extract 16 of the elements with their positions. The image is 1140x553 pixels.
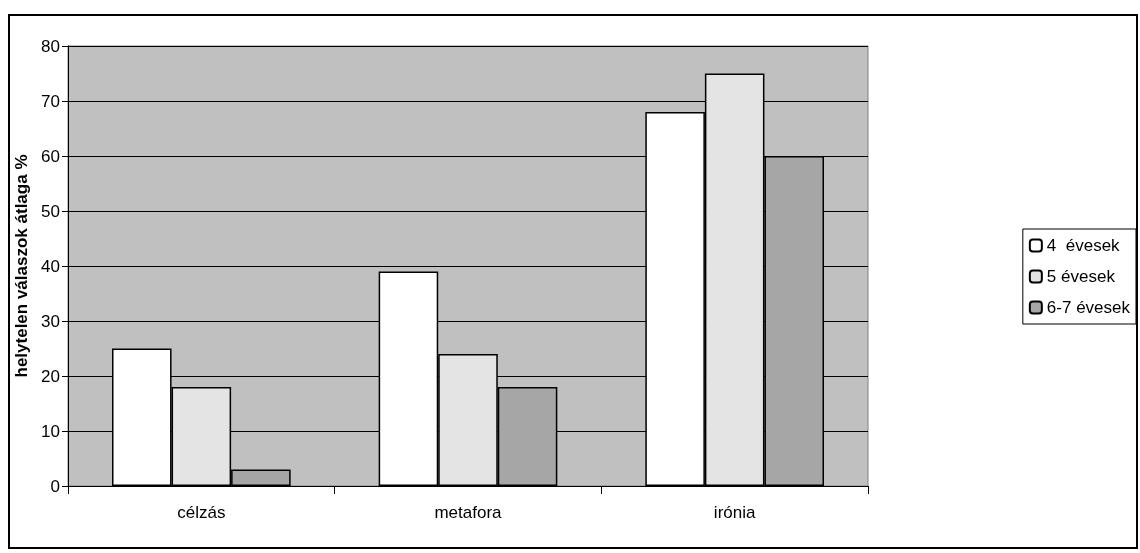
y-tick-label: 0 xyxy=(50,476,60,496)
y-tick-label: 50 xyxy=(41,201,60,221)
y-tick-label: 20 xyxy=(41,366,60,386)
x-tick-label: célzás xyxy=(177,503,226,522)
x-tick-label: metafora xyxy=(434,503,503,522)
y-tick-label: 10 xyxy=(41,421,60,441)
y-tick-label: 40 xyxy=(41,256,60,276)
y-tick-label: 60 xyxy=(41,146,60,166)
y-tick-label: 80 xyxy=(41,36,60,56)
legend-label: 6-7 évesek xyxy=(1046,298,1131,317)
legend-label: 5 évesek xyxy=(1046,267,1116,286)
x-tick-label: irónia xyxy=(713,503,756,522)
y-tick-label: 30 xyxy=(41,311,60,331)
y-axis-title: helytelen válaszok átlaga % xyxy=(12,154,31,378)
y-tick-label: 70 xyxy=(41,91,60,111)
legend-label: 4 évesek xyxy=(1046,236,1121,255)
